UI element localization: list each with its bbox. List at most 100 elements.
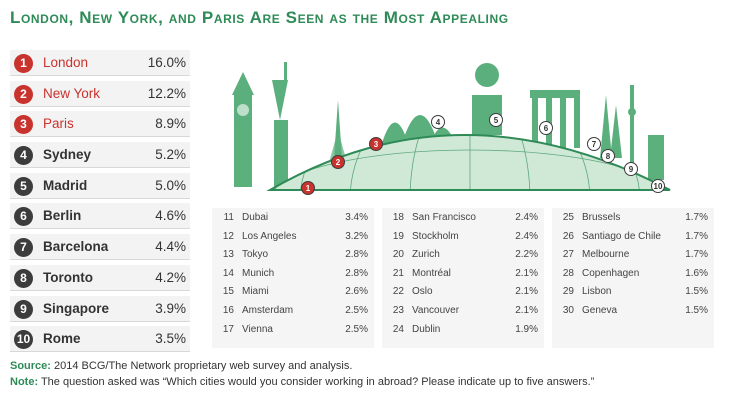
- rank-badge: 3: [14, 115, 33, 135]
- city-percentage: 5.0%: [155, 177, 186, 193]
- city-row: 14 Munich 2.8%: [218, 268, 368, 285]
- city-rank: 20: [392, 249, 404, 261]
- city-percentage: 2.8%: [345, 249, 368, 261]
- city-percentage: 2.4%: [515, 230, 538, 242]
- city-rank: 12: [222, 230, 234, 242]
- more-cities-list: 11 Dubai 3.4% 12 Los Angeles 3.2% 13 Tokyo 2.8% 1…: [212, 208, 726, 348]
- city-rank: 17: [222, 323, 234, 335]
- city-name: Melbourne: [582, 249, 630, 261]
- city-percentage: 4.4%: [155, 239, 186, 255]
- city-row: 16 Amsterdam 2.5%: [218, 305, 368, 322]
- city-name: Tokyo: [242, 249, 269, 261]
- globe-illustration: 1 2 3 4 5 6 78 9 10: [232, 62, 671, 195]
- city-percentage: 2.1%: [515, 305, 538, 316]
- city-name: Miami: [242, 286, 269, 298]
- globe-marker: [331, 155, 345, 169]
- city-row: 27 Melbourne 1.7%: [558, 249, 708, 266]
- city-row: 12 Los Angeles 3.2%: [218, 231, 368, 248]
- city-percentage: 1.7%: [685, 212, 708, 223]
- city-name: Munich: [242, 267, 275, 279]
- city-row: 22 Oslo 2.1%: [388, 286, 538, 303]
- city-percentage: 2.1%: [515, 286, 538, 298]
- city-rank: 13: [222, 249, 234, 261]
- city-rank: 26: [562, 230, 574, 242]
- city-name: Paris: [43, 116, 74, 132]
- city-rank: 27: [562, 249, 574, 261]
- city-name: Vienna: [242, 323, 273, 335]
- city-row: 15 Miami 2.6%: [218, 286, 368, 303]
- city-name: Rome: [43, 331, 81, 347]
- rank-badge: 9: [14, 299, 33, 319]
- city-name: Toronto: [43, 269, 93, 285]
- city-name: Oslo: [412, 286, 433, 298]
- city-percentage: 1.5%: [685, 286, 708, 298]
- city-name: Stockholm: [412, 230, 459, 242]
- city-rank: 25: [562, 212, 574, 223]
- city-name: Zurich: [412, 249, 440, 261]
- globe-marker-label: 4: [436, 118, 441, 127]
- city-percentage: 3.2%: [345, 230, 368, 242]
- city-name: San Francisco: [412, 212, 476, 223]
- city-percentage: 8.9%: [155, 116, 186, 132]
- globe-marker-label: 7: [592, 140, 597, 149]
- top-city-row: 5 Madrid 5.0%: [10, 172, 190, 199]
- top-ten-list: 1 London 16.0% 2 New York 12.2% 3 Paris 8.9% 4 Syd…: [10, 50, 190, 357]
- globe-marker-label: 8: [606, 152, 611, 161]
- city-rank: 28: [562, 267, 574, 279]
- more-cities-column: [552, 208, 714, 348]
- city-name: Montréal: [412, 267, 451, 279]
- city-row: 11 Dubai 3.4%: [218, 212, 368, 229]
- top-city-row: 6 Berlin 4.6%: [10, 203, 190, 230]
- rank-badge: 10: [14, 330, 33, 350]
- rank-badge: 7: [14, 238, 33, 258]
- rank-badge: 5: [14, 176, 33, 196]
- city-name: Dubai: [242, 212, 269, 223]
- city-rank: 19: [392, 230, 404, 242]
- city-name: Lisbon: [582, 286, 612, 298]
- city-percentage: 1.7%: [685, 230, 708, 242]
- city-percentage: 2.1%: [515, 267, 538, 279]
- globe-marker: [624, 162, 638, 176]
- city-name: Geneva: [582, 305, 618, 316]
- city-row: 19 Stockholm 2.4%: [388, 231, 538, 248]
- city-rank: 14: [222, 267, 234, 279]
- city-name: London: [43, 55, 89, 70]
- globe-marker-label: 9: [629, 165, 634, 174]
- city-percentage: 5.2%: [155, 147, 186, 163]
- city-percentage: 2.8%: [345, 267, 368, 279]
- rank-badge: 1: [14, 54, 33, 73]
- globe-marker: [651, 179, 665, 193]
- globe-marker: [587, 137, 601, 151]
- city-percentage: 2.6%: [345, 286, 368, 298]
- globe-marker: [489, 113, 503, 127]
- rank-badge: 2: [14, 84, 33, 104]
- city-rank: 29: [562, 286, 574, 298]
- city-name: Singapore: [43, 300, 110, 316]
- source-note: Source: 2014 BCG/The Network proprietary…: [10, 360, 353, 372]
- globe-marker-label: 6: [544, 124, 549, 133]
- globe-marker-label: 10: [654, 182, 663, 191]
- city-row: 21 Montréal 2.1%: [388, 268, 538, 285]
- city-rank: 18: [392, 212, 404, 223]
- rank-badge: 8: [14, 268, 33, 288]
- city-name: Santiago de Chile: [582, 230, 661, 242]
- city-percentage: 3.4%: [345, 212, 368, 223]
- city-name: Brussels: [582, 212, 621, 223]
- city-row: 13 Tokyo 2.8%: [218, 249, 368, 266]
- city-percentage: 3.9%: [155, 300, 186, 316]
- city-row: 28 Copenhagen 1.6%: [558, 268, 708, 285]
- city-percentage: 2.2%: [515, 249, 538, 261]
- globe-marker-label: 2: [336, 158, 341, 167]
- city-percentage: 1.9%: [515, 323, 538, 335]
- city-name: New York: [43, 85, 101, 101]
- city-rank: 24: [392, 323, 404, 335]
- more-cities-column: [382, 208, 544, 348]
- globe-marker: [369, 137, 383, 151]
- city-name: Copenhagen: [582, 267, 640, 279]
- city-rank: 23: [392, 305, 404, 316]
- city-percentage: 2.5%: [345, 323, 368, 335]
- city-percentage: 2.5%: [345, 305, 368, 316]
- city-rank: 16: [222, 305, 234, 316]
- globe-marker: [431, 115, 445, 129]
- top-city-row: 9 Singapore 3.9%: [10, 295, 190, 322]
